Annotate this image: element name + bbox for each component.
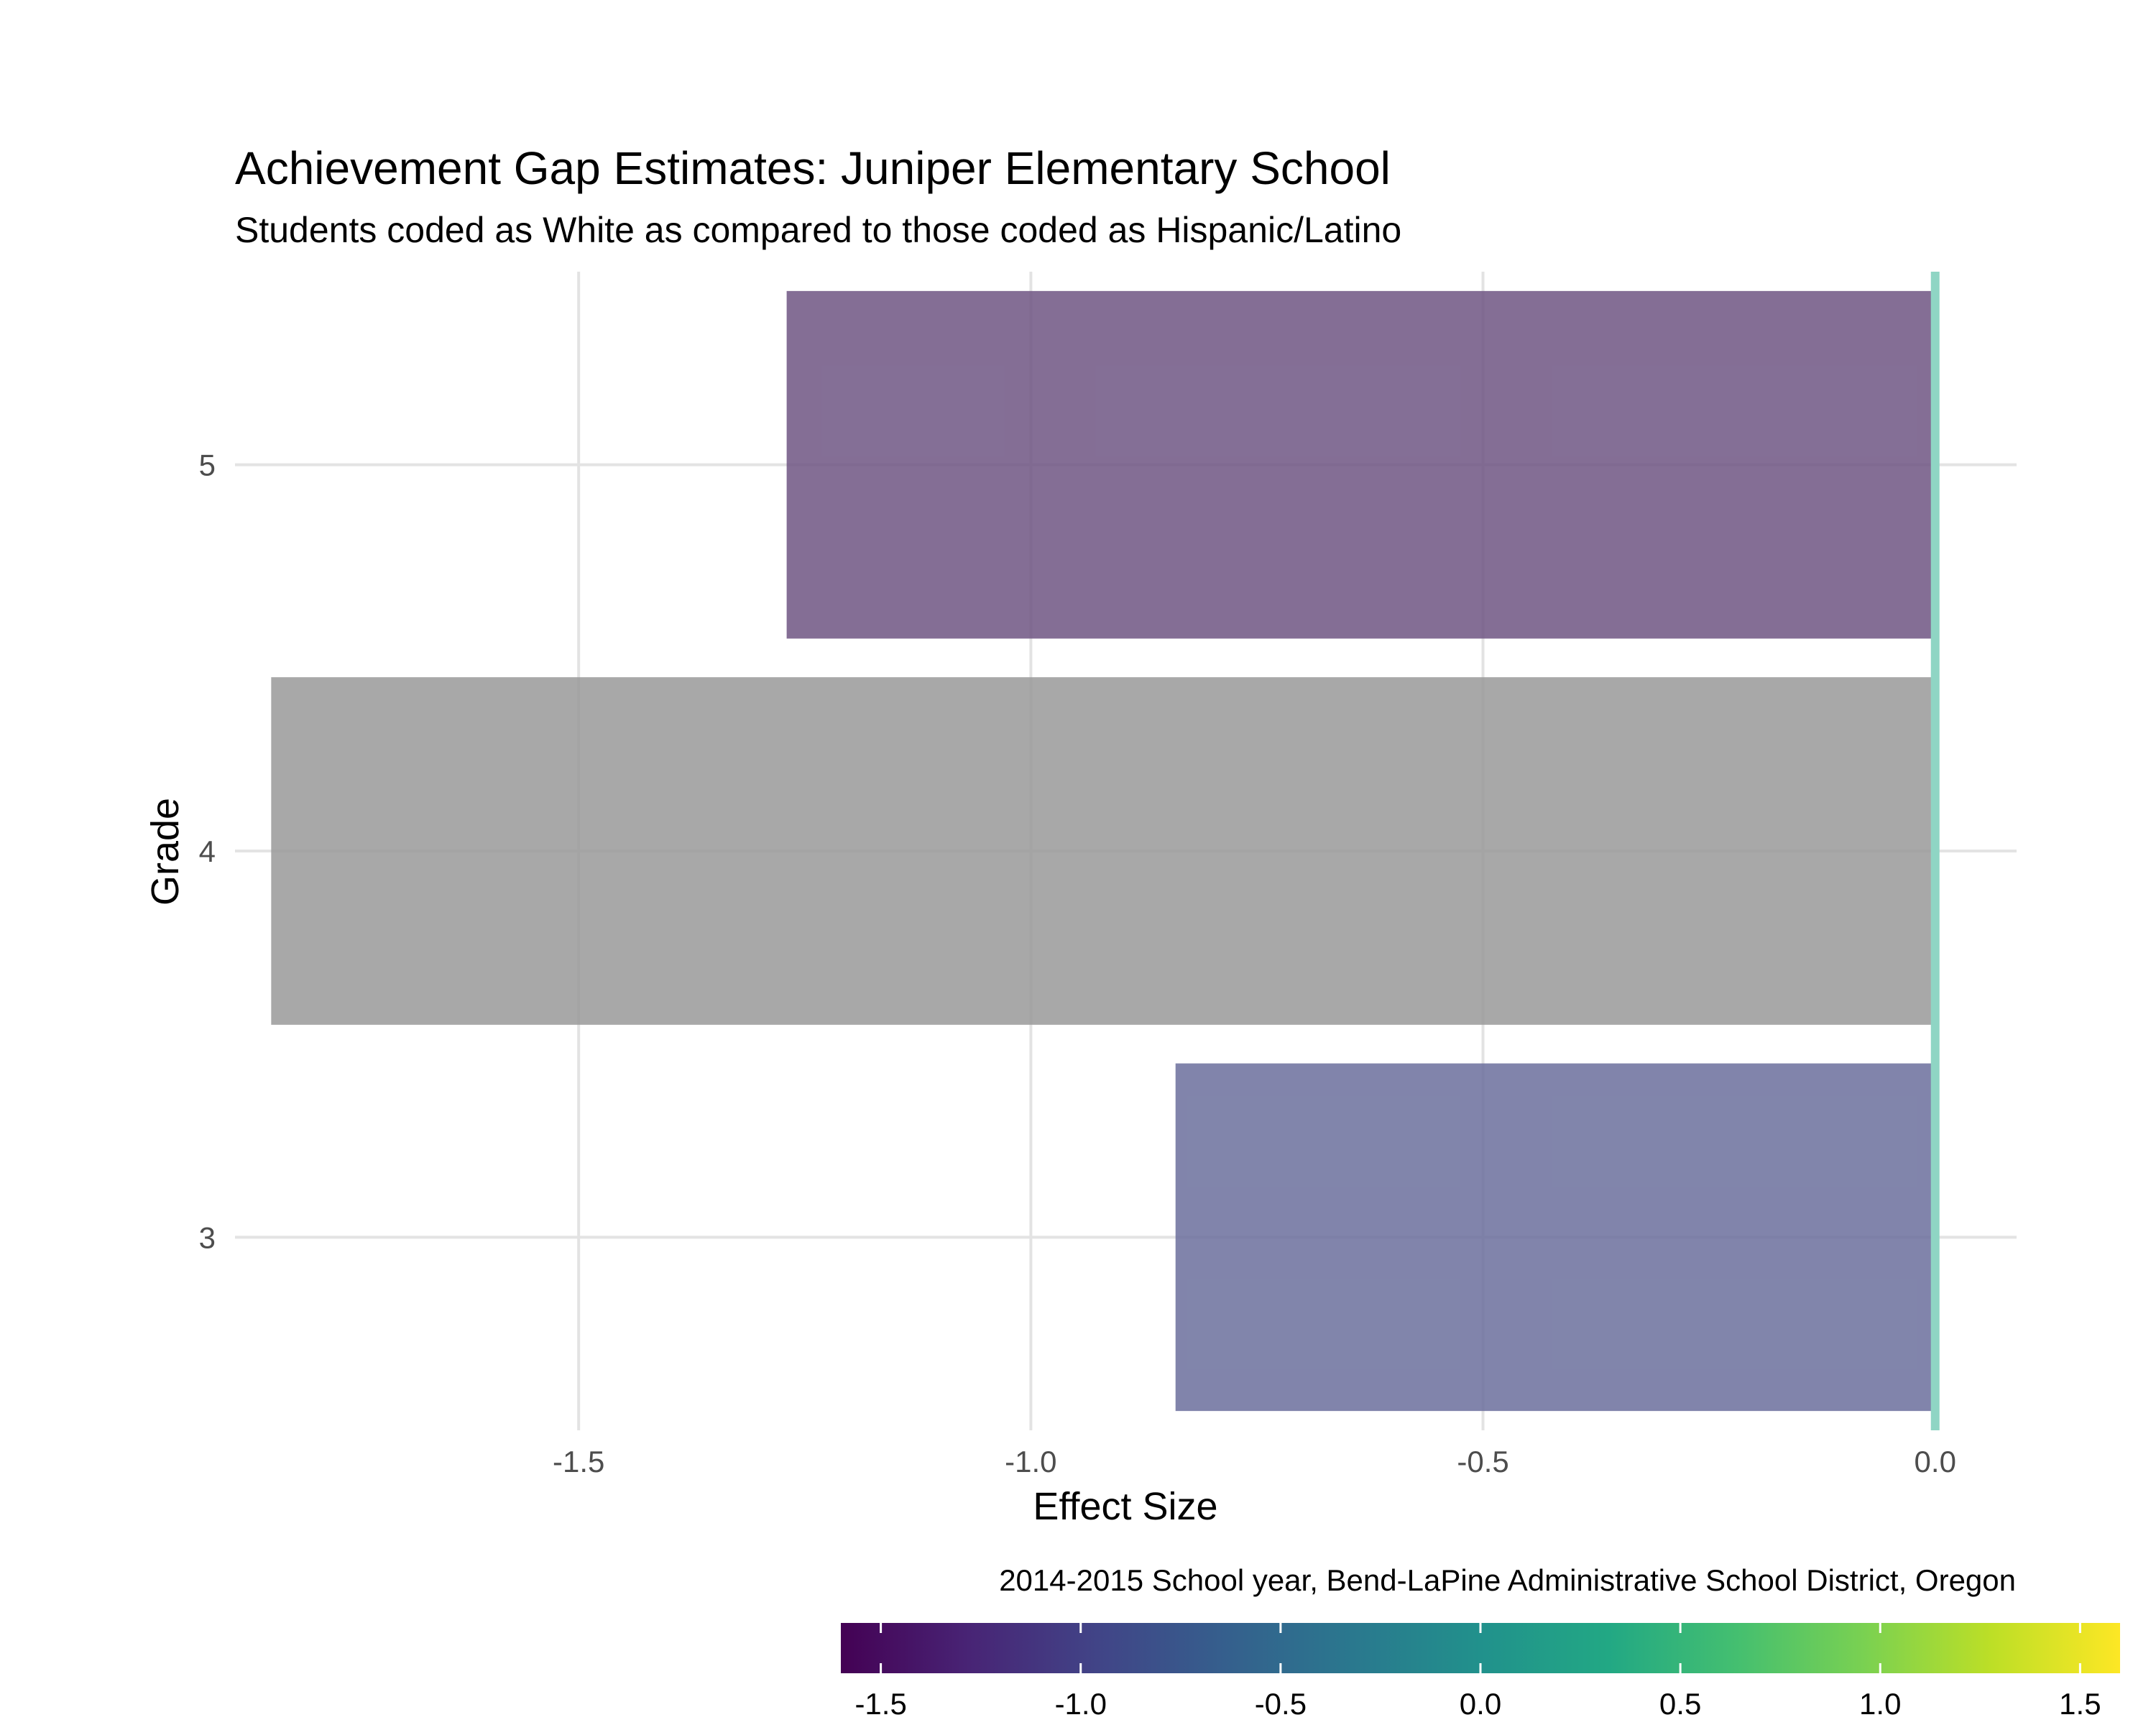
- y-tick-label: 4: [199, 834, 216, 868]
- y-axis-title: Grade: [144, 798, 187, 906]
- bar-grade-5: [786, 290, 1935, 639]
- colorbar-tick-label: 1.0: [1859, 1687, 1901, 1721]
- x-axis-title: Effect Size: [1033, 1485, 1217, 1528]
- color-legend: -1.5 -1.0 -0.5 0.0 0.5 1.0 1.5: [841, 1623, 2120, 1721]
- chart-title: Achievement Gap Estimates: Juniper Eleme…: [235, 142, 1391, 194]
- x-tick-label: -1.5: [553, 1445, 604, 1478]
- colorbar-ticks: -1.5 -1.0 -0.5 0.0 0.5 1.0 1.5: [854, 1623, 2101, 1721]
- x-tick-label: 0.0: [1915, 1445, 1956, 1478]
- colorbar-tick-label: -1.5: [854, 1687, 906, 1721]
- y-axis-ticks: 3 4 5: [199, 448, 216, 1255]
- colorbar-tick-label: 0.0: [1460, 1687, 1501, 1721]
- y-tick-label: 3: [199, 1220, 216, 1254]
- colorbar-tick-label: 0.5: [1659, 1687, 1701, 1721]
- bars: [271, 290, 1935, 1412]
- bar-grade-4: [271, 677, 1935, 1025]
- colorbar-tick-label: -1.0: [1055, 1687, 1107, 1721]
- bar-grade-3: [1175, 1063, 1935, 1412]
- colorbar-tick-label: -0.5: [1255, 1687, 1307, 1721]
- colorbar-tick-label: 1.5: [2059, 1687, 2101, 1721]
- chart-caption: 2014-2015 School year, Bend-LaPine Admin…: [999, 1563, 2016, 1597]
- x-tick-label: -1.0: [1005, 1445, 1056, 1478]
- x-tick-label: -0.5: [1457, 1445, 1508, 1478]
- x-axis-ticks: -1.5 -1.0 -0.5 0.0: [553, 1445, 1956, 1478]
- chart-subtitle: Students coded as White as compared to t…: [235, 210, 1401, 250]
- y-tick-label: 5: [199, 448, 216, 482]
